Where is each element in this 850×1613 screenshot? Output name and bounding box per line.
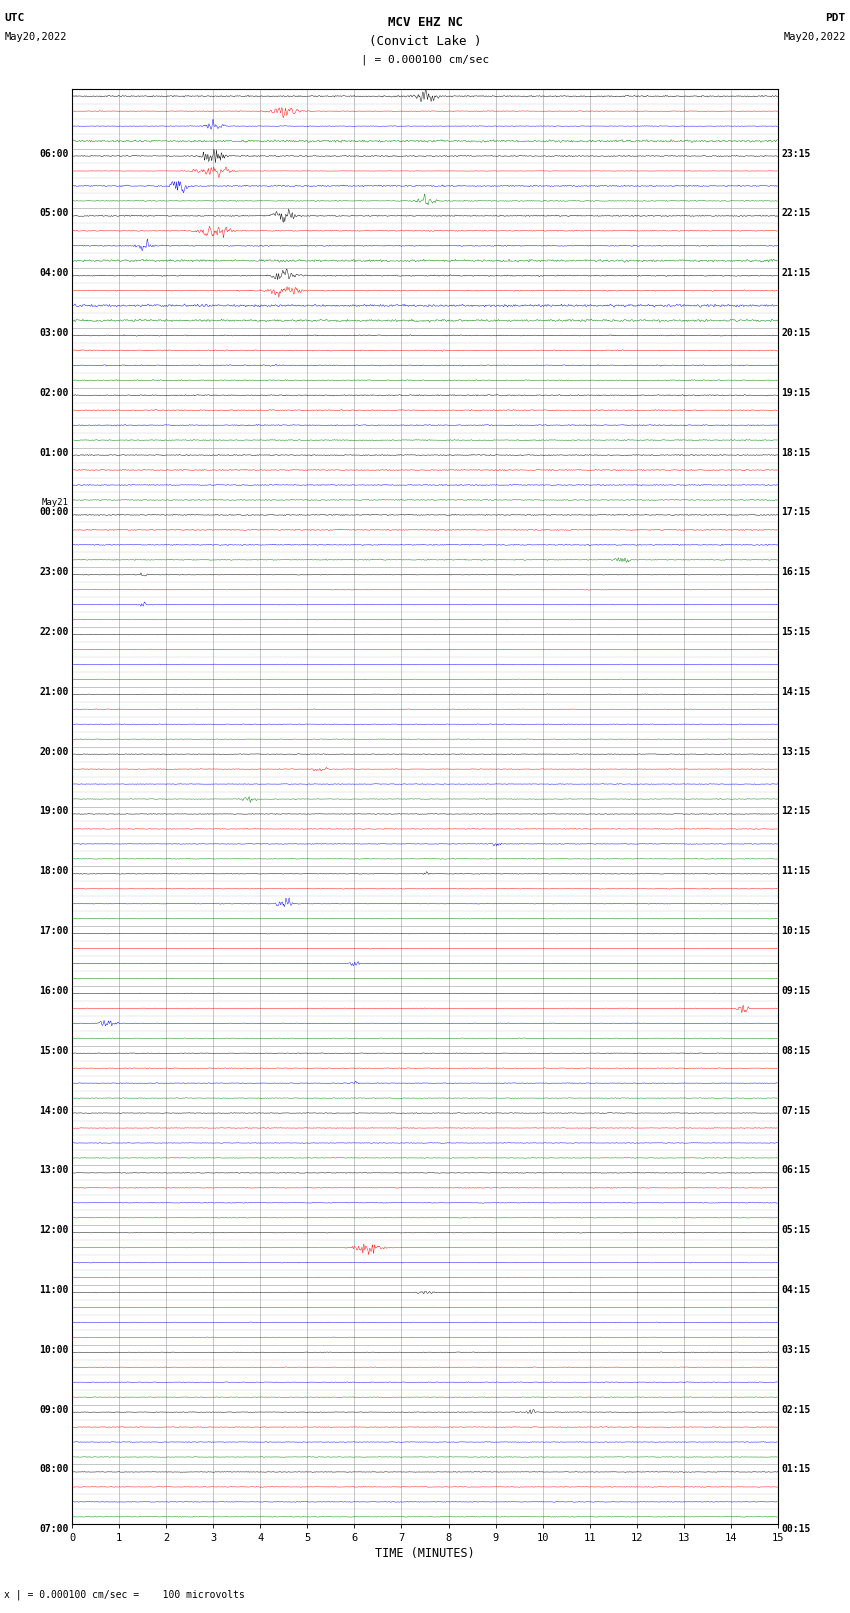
Text: 19:15: 19:15 bbox=[781, 387, 811, 398]
Text: 11:00: 11:00 bbox=[39, 1286, 69, 1295]
Text: 01:15: 01:15 bbox=[781, 1465, 811, 1474]
Text: 14:00: 14:00 bbox=[39, 1105, 69, 1116]
Text: 20:00: 20:00 bbox=[39, 747, 69, 756]
Text: May20,2022: May20,2022 bbox=[4, 32, 67, 42]
Text: 02:15: 02:15 bbox=[781, 1405, 811, 1415]
Text: 16:00: 16:00 bbox=[39, 986, 69, 995]
Text: 21:15: 21:15 bbox=[781, 268, 811, 277]
Text: 06:15: 06:15 bbox=[781, 1165, 811, 1176]
Text: 06:00: 06:00 bbox=[39, 148, 69, 158]
Text: 19:00: 19:00 bbox=[39, 806, 69, 816]
Text: 07:15: 07:15 bbox=[781, 1105, 811, 1116]
Text: 17:15: 17:15 bbox=[781, 508, 811, 518]
Text: (Convict Lake ): (Convict Lake ) bbox=[369, 35, 481, 48]
Text: 02:00: 02:00 bbox=[39, 387, 69, 398]
Text: PDT: PDT bbox=[825, 13, 846, 23]
Text: 04:15: 04:15 bbox=[781, 1286, 811, 1295]
Text: 10:00: 10:00 bbox=[39, 1345, 69, 1355]
Text: 18:15: 18:15 bbox=[781, 448, 811, 458]
Text: 12:00: 12:00 bbox=[39, 1226, 69, 1236]
Text: 22:00: 22:00 bbox=[39, 627, 69, 637]
Text: May20,2022: May20,2022 bbox=[783, 32, 846, 42]
Text: 10:15: 10:15 bbox=[781, 926, 811, 936]
Text: MCV EHZ NC: MCV EHZ NC bbox=[388, 16, 462, 29]
Text: | = 0.000100 cm/sec: | = 0.000100 cm/sec bbox=[361, 55, 489, 66]
Text: 08:15: 08:15 bbox=[781, 1045, 811, 1057]
Text: 01:00: 01:00 bbox=[39, 448, 69, 458]
Text: 03:15: 03:15 bbox=[781, 1345, 811, 1355]
Text: 08:00: 08:00 bbox=[39, 1465, 69, 1474]
Text: 12:15: 12:15 bbox=[781, 806, 811, 816]
Text: 11:15: 11:15 bbox=[781, 866, 811, 876]
Text: 22:15: 22:15 bbox=[781, 208, 811, 218]
Text: 23:00: 23:00 bbox=[39, 568, 69, 577]
X-axis label: TIME (MINUTES): TIME (MINUTES) bbox=[375, 1547, 475, 1560]
Text: 13:00: 13:00 bbox=[39, 1165, 69, 1176]
Text: 04:00: 04:00 bbox=[39, 268, 69, 277]
Text: 00:15: 00:15 bbox=[781, 1524, 811, 1534]
Text: 09:00: 09:00 bbox=[39, 1405, 69, 1415]
Text: 14:15: 14:15 bbox=[781, 687, 811, 697]
Text: 13:15: 13:15 bbox=[781, 747, 811, 756]
Text: 15:00: 15:00 bbox=[39, 1045, 69, 1057]
Text: 17:00: 17:00 bbox=[39, 926, 69, 936]
Text: UTC: UTC bbox=[4, 13, 25, 23]
Text: 18:00: 18:00 bbox=[39, 866, 69, 876]
Text: x | = 0.000100 cm/sec =    100 microvolts: x | = 0.000100 cm/sec = 100 microvolts bbox=[4, 1589, 245, 1600]
Text: 00:00: 00:00 bbox=[39, 508, 69, 518]
Text: 03:00: 03:00 bbox=[39, 327, 69, 339]
Text: 21:00: 21:00 bbox=[39, 687, 69, 697]
Text: 09:15: 09:15 bbox=[781, 986, 811, 995]
Text: 20:15: 20:15 bbox=[781, 327, 811, 339]
Text: 23:15: 23:15 bbox=[781, 148, 811, 158]
Text: 16:15: 16:15 bbox=[781, 568, 811, 577]
Text: 07:00: 07:00 bbox=[39, 1524, 69, 1534]
Text: 05:15: 05:15 bbox=[781, 1226, 811, 1236]
Text: 15:15: 15:15 bbox=[781, 627, 811, 637]
Text: 05:00: 05:00 bbox=[39, 208, 69, 218]
Text: May21: May21 bbox=[42, 498, 69, 508]
